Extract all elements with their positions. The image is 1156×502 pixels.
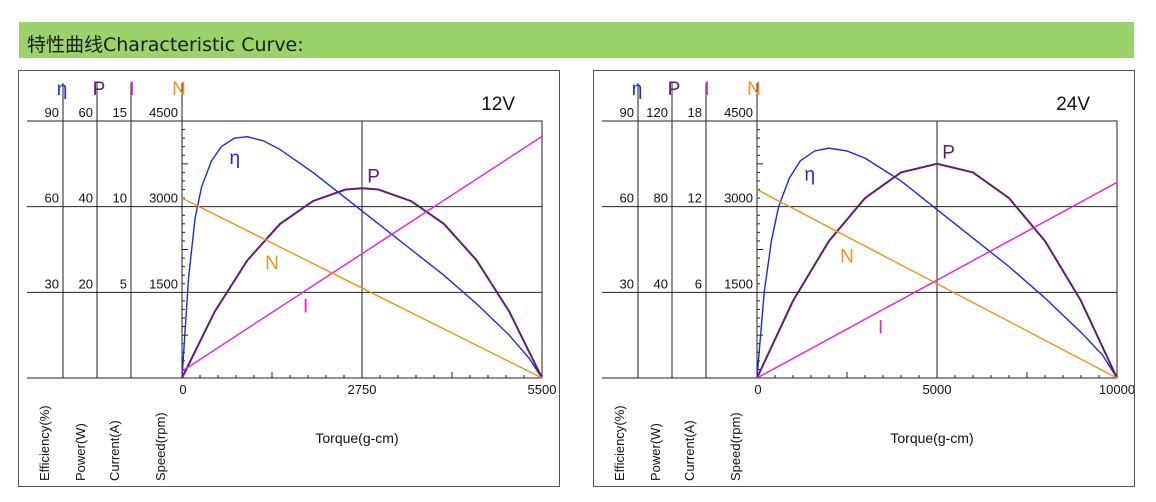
- current-axis-title: Current(A): [682, 420, 697, 481]
- efficiency-legend-symbol: η: [57, 79, 68, 100]
- power-tick-label: 40: [654, 276, 668, 291]
- efficiency-axis-title: Efficiency(%): [37, 405, 52, 481]
- power-curve: [756, 162, 1118, 379]
- efficiency-tick-label: 60: [620, 191, 634, 206]
- x-tick-label: 5500: [528, 382, 557, 397]
- current-tick-label: 10: [113, 191, 127, 206]
- current-curve-label: I: [878, 318, 883, 339]
- power-tick-label: 60: [79, 105, 93, 120]
- power-tick-label: 40: [79, 191, 93, 206]
- x-tick-label: 0: [179, 382, 186, 397]
- voltage-title: 12V: [481, 94, 515, 115]
- voltage-title: 24V: [1056, 94, 1090, 115]
- speed-curve: [756, 188, 1118, 379]
- x-axis-label: Torque(g-cm): [890, 430, 973, 446]
- current-tick-label: 15: [113, 105, 127, 120]
- speed-legend-symbol: N: [747, 79, 761, 100]
- speed-tick-label: 3000: [149, 191, 178, 206]
- efficiency-axis-title: Efficiency(%): [612, 405, 627, 481]
- speed-tick-label: 4500: [149, 105, 178, 120]
- x-axis-label: Torque(g-cm): [315, 430, 398, 446]
- current-tick-label: 18: [688, 105, 702, 120]
- current-curve-label: I: [303, 297, 308, 318]
- chart-panel-24v: η P I N 90 60 30 120 80 40 18 12 6 4500 3000 1500 0 5000 1…: [593, 70, 1135, 487]
- power-tick-label: 20: [79, 276, 93, 291]
- current-tick-label: 5: [120, 276, 127, 291]
- speed-axis-title: Speed(rpm): [728, 412, 743, 481]
- current-legend-symbol: I: [704, 79, 709, 100]
- current-tick-label: 12: [688, 191, 702, 206]
- efficiency-curve: [756, 147, 1118, 379]
- speed-curve-label: N: [265, 253, 279, 274]
- efficiency-tick-label: 90: [45, 105, 59, 120]
- power-curve: [181, 187, 543, 379]
- power-curve-label: P: [942, 143, 955, 164]
- x-tick-label: 2750: [348, 382, 377, 397]
- section-title: 特性曲线Characteristic Curve:: [27, 34, 304, 56]
- speed-tick-label: 1500: [724, 276, 753, 291]
- efficiency-curve: [181, 136, 543, 379]
- x-tick-label: 10000: [1099, 382, 1134, 397]
- power-tick-label: 80: [654, 191, 668, 206]
- efficiency-tick-label: 60: [45, 191, 59, 206]
- speed-curve-label: N: [840, 247, 854, 268]
- current-curve: [181, 135, 543, 372]
- chart-panel-12v: η P I N 90 60 30 60 40 20 15 10 5 4500 3000 1500 0 2750 55…: [18, 70, 560, 487]
- section-header: 特性曲线Characteristic Curve:: [19, 22, 1134, 58]
- power-axis-title: Power(W): [73, 423, 88, 481]
- efficiency-tick-label: 90: [620, 105, 634, 120]
- x-tick-label: 0: [754, 382, 761, 397]
- speed-tick-label: 4500: [724, 105, 753, 120]
- x-tick-label: 5000: [923, 382, 952, 397]
- current-tick-label: 6: [695, 276, 702, 291]
- efficiency-tick-label: 30: [620, 276, 634, 291]
- power-legend-symbol: P: [93, 79, 106, 100]
- efficiency-legend-symbol: η: [632, 79, 643, 100]
- power-legend-symbol: P: [668, 79, 681, 100]
- efficiency-curve-label: η: [805, 164, 816, 185]
- power-axis-title: Power(W): [648, 423, 663, 481]
- speed-legend-symbol: N: [172, 79, 186, 100]
- current-curve: [756, 181, 1118, 379]
- chart-12v: η P I N 90 60 30 60 40 20 15 10 5 4500 3000 1500 0 2750 55…: [27, 79, 557, 481]
- speed-tick-label: 3000: [724, 191, 753, 206]
- current-axis-title: Current(A): [107, 420, 122, 481]
- speed-tick-label: 1500: [149, 276, 178, 291]
- current-legend-symbol: I: [129, 79, 134, 100]
- speed-curve: [181, 197, 543, 379]
- chart-24v: η P I N 90 60 30 120 80 40 18 12 6 4500 3000 1500 0 5000 1…: [602, 79, 1134, 481]
- efficiency-tick-label: 30: [45, 276, 59, 291]
- power-tick-label: 120: [646, 105, 668, 120]
- speed-axis-title: Speed(rpm): [153, 412, 168, 481]
- efficiency-curve-label: η: [230, 148, 241, 169]
- power-curve-label: P: [367, 167, 380, 188]
